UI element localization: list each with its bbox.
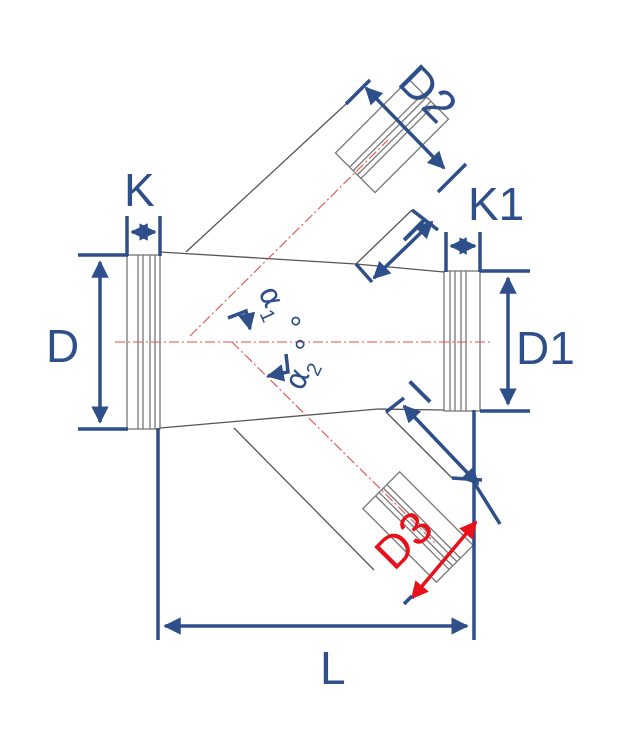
- label-i-upper: I: [394, 209, 435, 250]
- label-d: D: [46, 320, 79, 372]
- right-collar: [443, 270, 481, 412]
- label-k1: K1: [468, 178, 524, 230]
- alpha1-label: α 1 °: [251, 281, 309, 338]
- alpha1-angle-mark: [227, 308, 256, 331]
- alpha2-label: α 2 °: [278, 334, 327, 396]
- lower-branch-edge-left: [233, 427, 375, 571]
- label-d1: D1: [516, 322, 575, 374]
- d2-dimension-line: [364, 86, 446, 170]
- main-body-outline: [159, 251, 445, 429]
- alpha2-degree: °: [287, 334, 325, 361]
- d3-dimension-line: [410, 520, 478, 600]
- dimension-lines: [78, 78, 530, 640]
- upper-branch-edge-left: [185, 103, 347, 253]
- d3-dimension: [410, 520, 478, 600]
- center-lines: [115, 139, 492, 545]
- upper-branch-centerline: [189, 139, 389, 337]
- label-k: K: [124, 164, 155, 216]
- i-lower-dimension-line: [402, 404, 480, 486]
- i-upper-dimension-line: [372, 220, 434, 280]
- label-l: L: [320, 642, 346, 694]
- angle-markers: [227, 308, 290, 382]
- alpha2-angle-mark: [266, 353, 290, 382]
- lower-branch-centerline: [231, 341, 437, 545]
